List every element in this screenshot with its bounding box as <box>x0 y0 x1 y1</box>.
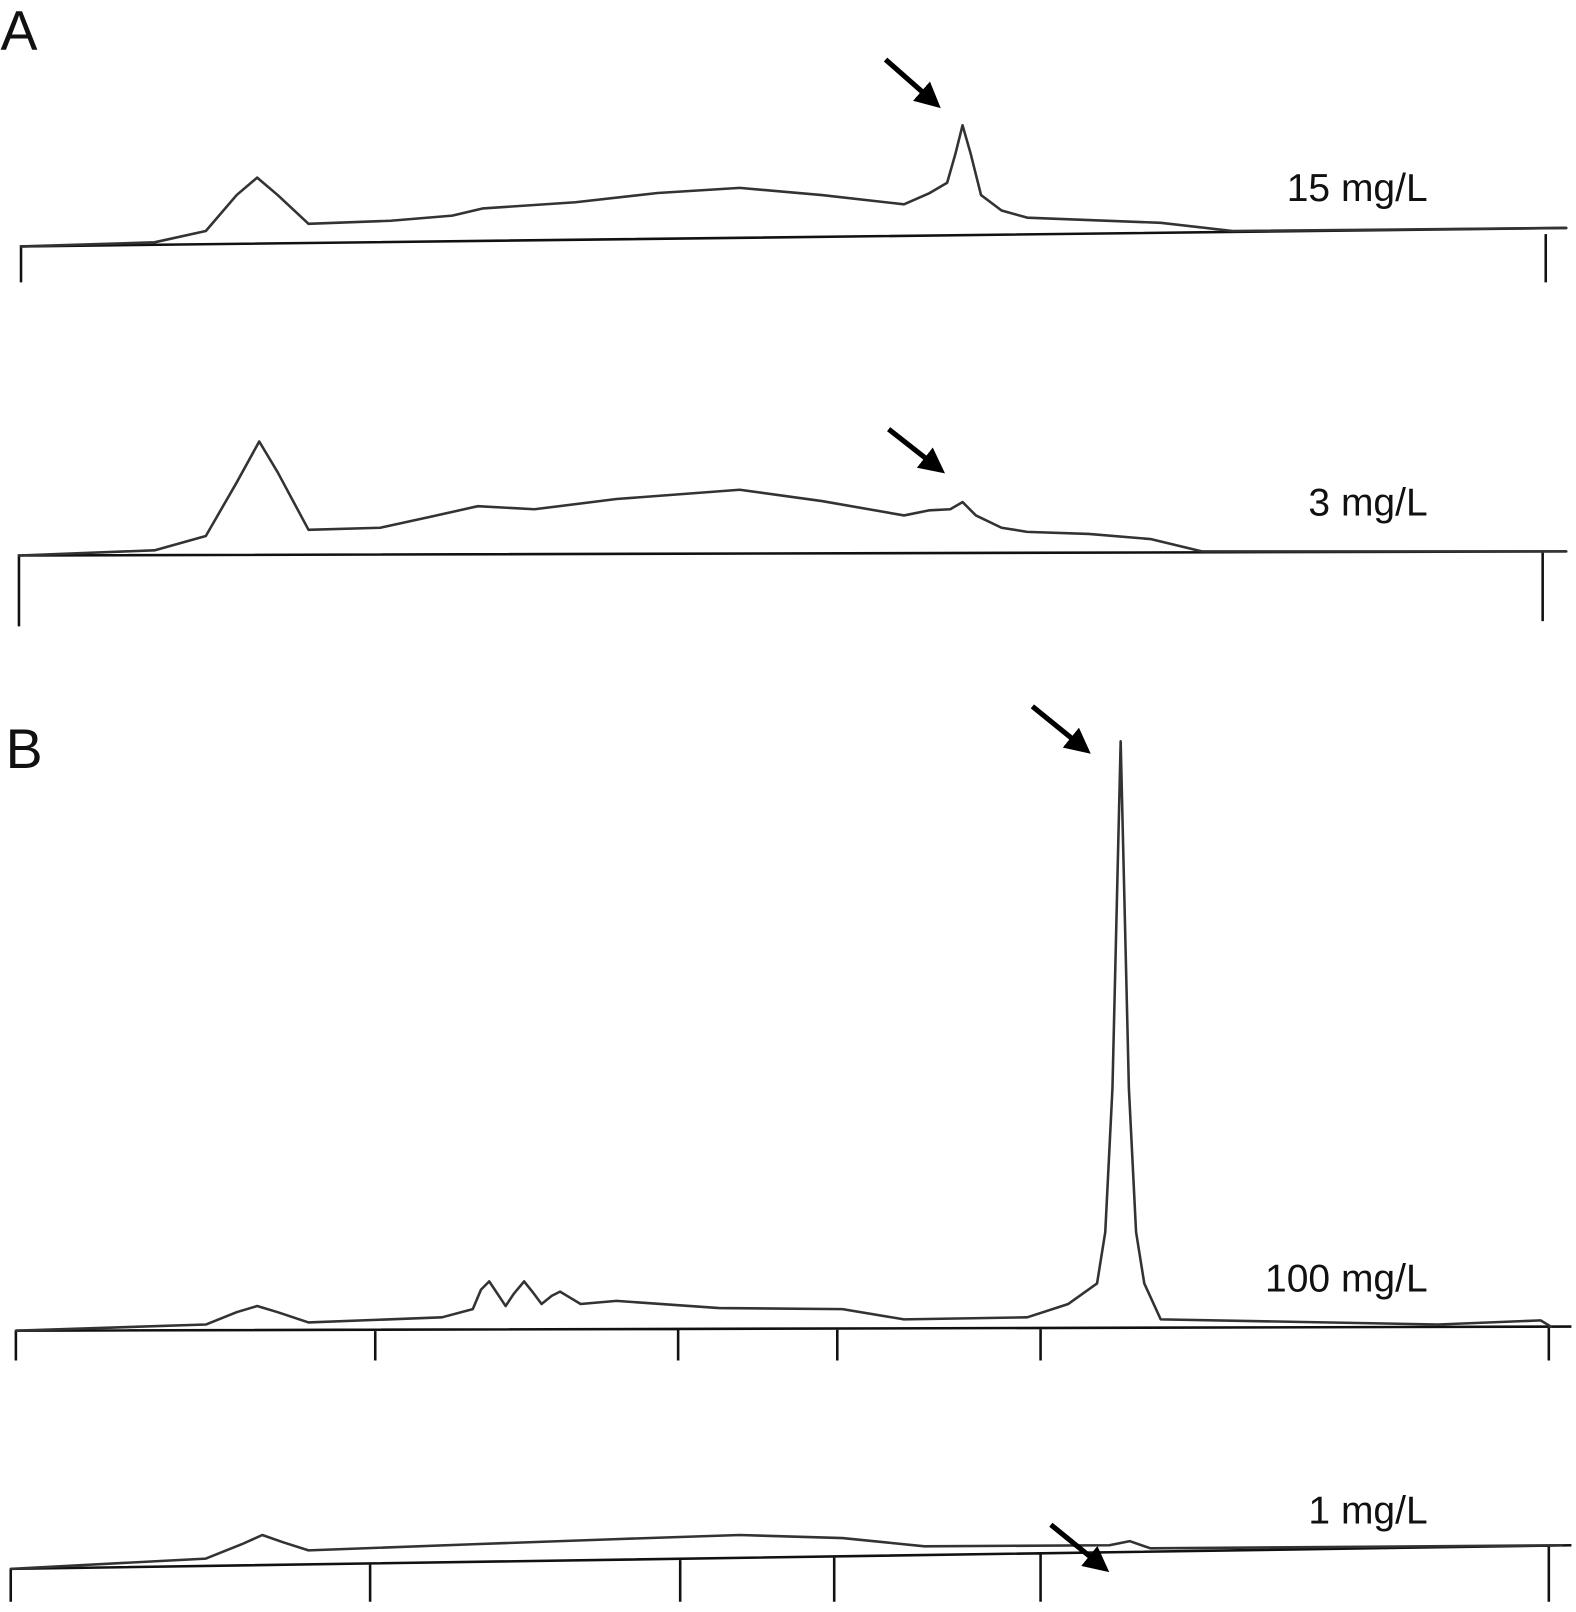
peak-arrow <box>1049 1522 1110 1573</box>
panel-label: A <box>0 0 37 61</box>
axis <box>14 1325 1572 1361</box>
trace-b2: 1 mg/L <box>9 1490 1572 1602</box>
trace-a2: 3 mg/L <box>17 427 1568 627</box>
signal-trace <box>17 440 1568 557</box>
trace-b1: 100 mg/L <box>14 704 1572 1361</box>
concentration-label: 100 mg/L <box>1265 1258 1428 1301</box>
axis <box>17 550 1567 627</box>
signal-trace <box>19 123 1568 248</box>
trace-a1: 15 mg/L <box>19 57 1568 283</box>
signal-trace <box>14 740 1553 1332</box>
panel-label: B <box>6 718 43 780</box>
peak-arrow <box>887 427 946 474</box>
concentration-label: 3 mg/L <box>1308 481 1427 524</box>
axis <box>19 226 1567 283</box>
peak-arrow <box>883 57 941 109</box>
axis <box>9 1543 1572 1602</box>
signal-trace <box>9 1533 1563 1571</box>
peak-arrow <box>1030 704 1091 754</box>
concentration-label: 15 mg/L <box>1287 167 1428 210</box>
concentration-label: 1 mg/L <box>1308 1490 1427 1533</box>
